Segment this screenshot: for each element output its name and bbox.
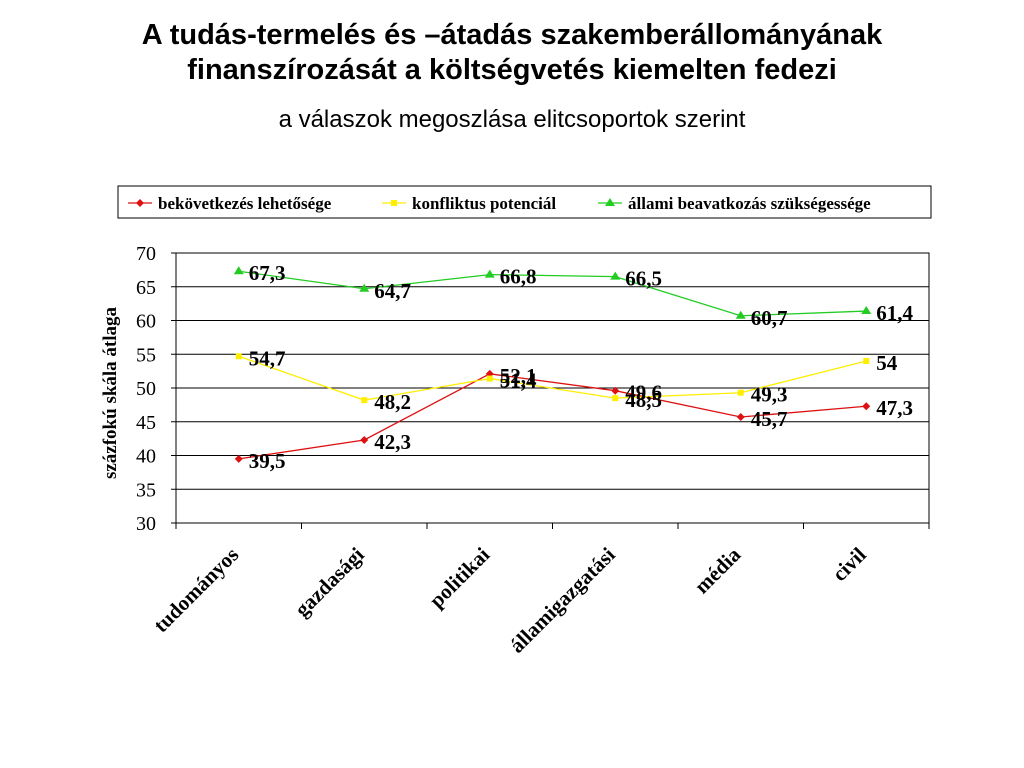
legend-label: konfliktus potenciál: [412, 194, 556, 213]
data-point-marker: [605, 198, 615, 206]
data-label: 52,1: [500, 364, 537, 388]
data-label: 49,6: [625, 381, 662, 405]
data-point-marker: [361, 397, 368, 404]
x-tick-label: államigazgatási: [505, 542, 620, 657]
data-point-marker: [735, 310, 746, 319]
series-line: [238, 270, 867, 317]
data-label: 64,7: [374, 279, 411, 303]
legend-item: bekövetkezés lehetősége: [128, 194, 332, 213]
data-point-marker: [610, 271, 621, 280]
data-point-marker: [234, 454, 243, 463]
data-label: 47,3: [876, 396, 913, 420]
x-tick-label: gazdasági: [290, 542, 369, 621]
y-tick-label: 55: [136, 344, 156, 366]
y-tick-label: 50: [136, 378, 156, 400]
slide-title: A tudás-termelés és –átadás szakemberáll…: [0, 18, 1024, 88]
data-point-marker: [861, 306, 872, 315]
x-tick-label: tudományos: [149, 543, 244, 638]
data-point-marker: [360, 435, 369, 444]
x-tick-label: civil: [827, 542, 870, 585]
data-point-marker: [737, 389, 744, 396]
slide-title-line-1: A tudás-termelés és –átadás szakemberáll…: [141, 19, 883, 51]
y-axis-label: százfokú skála átlaga: [100, 306, 121, 479]
y-tick-label: 70: [136, 243, 156, 265]
data-labels: 39,5 42,3 52,1 49,6 45,7 47,3 54,7 48,2 51,4 48,5…: [249, 261, 914, 473]
y-tick-label: 30: [136, 513, 156, 535]
data-point-marker: [612, 395, 619, 402]
data-point-marker: [736, 413, 745, 422]
data-point-marker: [136, 199, 144, 207]
y-tick-label: 65: [136, 277, 156, 299]
data-label: 66,5: [625, 267, 662, 291]
series-1: [235, 353, 870, 404]
x-tick-label: média: [690, 542, 746, 598]
data-label: 54,7: [249, 346, 286, 370]
data-point-marker: [235, 353, 242, 360]
data-label: 54: [876, 351, 898, 375]
data-label: 48,5: [625, 388, 662, 412]
chart-legend: bekövetkezés lehetősége konfliktus potenc…: [117, 185, 932, 219]
data-label: 45,7: [751, 407, 788, 431]
data-point-marker: [391, 200, 397, 206]
data-label: 39,5: [249, 449, 286, 473]
legend-label: állami beavatkozás szükségessége: [628, 194, 871, 213]
legend-item: konfliktus potenciál: [382, 194, 556, 213]
data-label: 67,3: [249, 261, 286, 285]
data-label: 51,4: [500, 369, 537, 393]
data-point-marker: [486, 375, 493, 382]
slide-title-line-2: finanszírozását a költségvetés kiemelten…: [187, 54, 837, 86]
series-2: [233, 266, 872, 319]
legend-box: [117, 185, 932, 219]
series-line: [238, 373, 867, 460]
data-point-marker: [611, 386, 620, 395]
y-tick-label: 60: [136, 311, 156, 333]
data-point-marker: [863, 358, 870, 364]
series-layer: [233, 266, 872, 463]
y-tick-label: 40: [136, 446, 156, 468]
legend-item: állami beavatkozás szükségessége: [598, 194, 871, 213]
data-label: 48,2: [374, 390, 411, 414]
data-point-marker: [862, 402, 871, 411]
data-point-marker: [359, 283, 370, 292]
slide-subtitle: a válaszok megoszlása elitcsoportok szer…: [278, 106, 746, 133]
data-label: 42,3: [374, 430, 411, 454]
legend-label: bekövetkezés lehetősége: [158, 194, 332, 213]
data-label: 66,8: [500, 265, 537, 289]
data-label: 60,7: [751, 306, 788, 330]
data-label: 61,4: [876, 301, 913, 325]
data-label: 49,3: [751, 383, 788, 407]
y-tick-label: 45: [136, 412, 156, 434]
data-point-marker: [233, 266, 244, 275]
data-point-marker: [484, 269, 495, 278]
x-tick-label: politikai: [424, 542, 494, 612]
y-axis: 30 35 40 45 50 55 60 65 70: [136, 243, 176, 535]
y-tick-label: 35: [136, 479, 156, 501]
series-line: [238, 355, 867, 401]
series-0: [234, 369, 871, 463]
x-axis: tudományos gazdasági politikai államigazgat…: [149, 523, 930, 658]
